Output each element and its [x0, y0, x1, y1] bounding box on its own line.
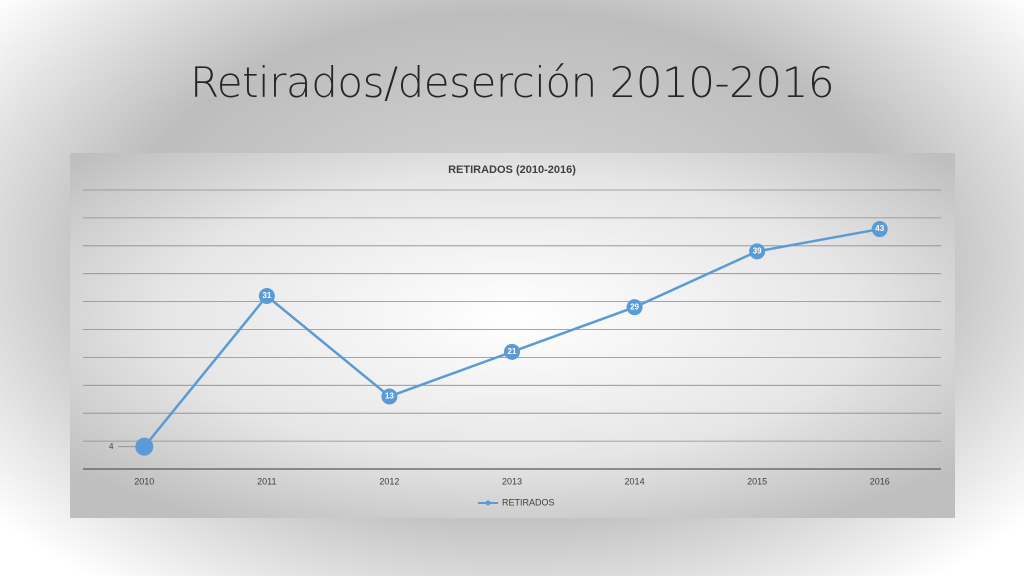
legend-label: RETIRADOS	[502, 497, 555, 507]
data-point	[258, 288, 275, 305]
x-tick-label: 2010	[134, 476, 154, 486]
slide-title: Retirados/deserción 2010-2016	[189, 58, 835, 107]
x-tick-label: 2014	[625, 476, 645, 486]
x-tick-label: 2013	[502, 476, 522, 486]
data-point	[381, 388, 398, 405]
data-label: 4	[109, 442, 114, 451]
data-label: 43	[875, 224, 884, 233]
legend-marker	[485, 500, 491, 506]
x-tick-label: 2015	[747, 476, 767, 486]
data-point	[626, 299, 643, 316]
data-label: 13	[385, 392, 394, 401]
x-tick-label: 2016	[870, 476, 890, 486]
data-label: 21	[508, 347, 517, 356]
x-tick-label: 2012	[379, 476, 399, 486]
chart-title: RETIRADOS (2010-2016)	[448, 164, 576, 176]
data-point	[504, 343, 520, 360]
data-label: 29	[630, 302, 639, 311]
chart-panel	[70, 153, 955, 518]
data-point	[749, 243, 766, 260]
data-point	[871, 221, 888, 238]
data-label: 31	[262, 291, 271, 300]
data-label: 39	[753, 246, 762, 255]
x-tick-label: 2011	[257, 476, 276, 486]
data-point	[135, 437, 154, 456]
